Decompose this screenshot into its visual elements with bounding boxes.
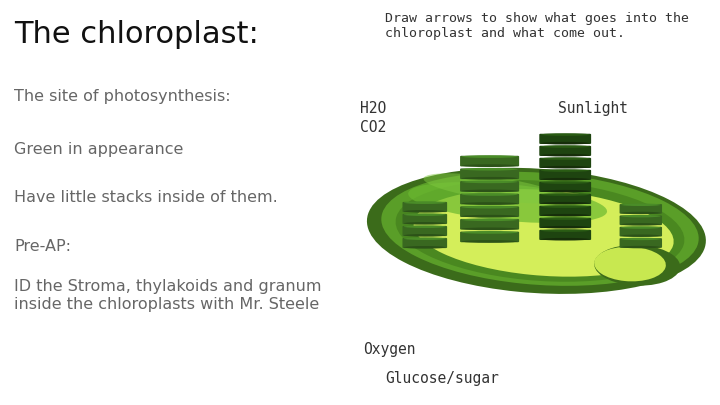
Ellipse shape: [408, 182, 607, 223]
Ellipse shape: [462, 168, 518, 171]
Text: The site of photosynthesis:: The site of photosynthesis:: [14, 89, 231, 104]
Ellipse shape: [621, 234, 660, 237]
FancyBboxPatch shape: [539, 182, 591, 192]
Ellipse shape: [404, 213, 446, 216]
FancyBboxPatch shape: [460, 168, 519, 179]
Ellipse shape: [541, 202, 590, 205]
FancyBboxPatch shape: [539, 158, 591, 168]
Ellipse shape: [541, 214, 590, 217]
Ellipse shape: [621, 223, 660, 226]
FancyBboxPatch shape: [539, 206, 591, 216]
Ellipse shape: [541, 154, 590, 156]
Ellipse shape: [404, 210, 446, 213]
Ellipse shape: [404, 234, 446, 237]
Text: H2O
CO2: H2O CO2: [360, 101, 386, 135]
Ellipse shape: [541, 193, 590, 196]
Text: Oxygen: Oxygen: [364, 342, 416, 357]
Text: Pre-AP:: Pre-AP:: [14, 239, 71, 254]
Ellipse shape: [404, 226, 446, 228]
Ellipse shape: [621, 238, 660, 240]
FancyBboxPatch shape: [402, 214, 447, 224]
FancyBboxPatch shape: [539, 230, 591, 240]
Ellipse shape: [541, 133, 590, 136]
Text: Glucose/sugar: Glucose/sugar: [385, 371, 499, 386]
Ellipse shape: [621, 246, 660, 248]
Ellipse shape: [462, 177, 518, 180]
Text: The chloroplast:: The chloroplast:: [14, 20, 259, 49]
FancyBboxPatch shape: [539, 218, 591, 228]
Ellipse shape: [621, 215, 660, 217]
Ellipse shape: [462, 181, 518, 183]
Text: Green in appearance: Green in appearance: [14, 142, 184, 157]
FancyBboxPatch shape: [402, 202, 447, 212]
FancyBboxPatch shape: [539, 170, 591, 180]
Ellipse shape: [404, 201, 446, 204]
Ellipse shape: [541, 205, 590, 208]
Ellipse shape: [367, 168, 706, 294]
Ellipse shape: [404, 237, 446, 240]
Ellipse shape: [462, 228, 518, 230]
FancyBboxPatch shape: [460, 181, 519, 192]
FancyBboxPatch shape: [539, 146, 591, 156]
Ellipse shape: [541, 157, 590, 160]
Ellipse shape: [462, 164, 518, 167]
Ellipse shape: [541, 229, 590, 232]
FancyBboxPatch shape: [620, 238, 662, 248]
Ellipse shape: [541, 217, 590, 220]
FancyBboxPatch shape: [460, 194, 519, 205]
Ellipse shape: [541, 178, 590, 181]
Ellipse shape: [462, 206, 518, 209]
Text: ID the Stroma, thylakoids and granum
inside the chloroplasts with Mr. Steele: ID the Stroma, thylakoids and granum ins…: [14, 279, 322, 312]
FancyBboxPatch shape: [460, 232, 519, 242]
Ellipse shape: [404, 246, 446, 249]
Ellipse shape: [541, 169, 590, 172]
Ellipse shape: [382, 172, 698, 286]
Ellipse shape: [462, 155, 518, 158]
FancyBboxPatch shape: [620, 204, 662, 214]
Text: Draw arrows to show what goes into the
chloroplast and what come out.: Draw arrows to show what goes into the c…: [385, 12, 689, 40]
Ellipse shape: [541, 145, 590, 148]
Ellipse shape: [462, 202, 518, 205]
Text: Sunlight: Sunlight: [558, 101, 628, 116]
Text: Have little stacks inside of them.: Have little stacks inside of them.: [14, 190, 278, 205]
FancyBboxPatch shape: [620, 215, 662, 225]
Ellipse shape: [541, 181, 590, 184]
FancyBboxPatch shape: [539, 134, 591, 144]
Ellipse shape: [594, 245, 680, 286]
Ellipse shape: [621, 226, 660, 229]
Ellipse shape: [621, 204, 660, 206]
Ellipse shape: [404, 222, 446, 225]
Ellipse shape: [423, 173, 563, 203]
Ellipse shape: [462, 231, 518, 234]
FancyBboxPatch shape: [402, 238, 447, 248]
FancyBboxPatch shape: [620, 227, 662, 237]
Ellipse shape: [594, 247, 666, 281]
FancyBboxPatch shape: [460, 206, 519, 217]
Ellipse shape: [462, 218, 518, 221]
Ellipse shape: [621, 212, 660, 214]
Ellipse shape: [541, 238, 590, 241]
Ellipse shape: [541, 166, 590, 168]
Ellipse shape: [462, 193, 518, 196]
FancyBboxPatch shape: [460, 219, 519, 230]
Ellipse shape: [462, 240, 518, 243]
Ellipse shape: [541, 190, 590, 192]
Ellipse shape: [462, 190, 518, 192]
Ellipse shape: [413, 189, 674, 277]
Ellipse shape: [541, 226, 590, 228]
Ellipse shape: [462, 215, 518, 217]
FancyBboxPatch shape: [402, 226, 447, 236]
Ellipse shape: [395, 180, 685, 282]
FancyBboxPatch shape: [460, 156, 519, 166]
Ellipse shape: [541, 142, 590, 145]
FancyBboxPatch shape: [539, 194, 591, 204]
